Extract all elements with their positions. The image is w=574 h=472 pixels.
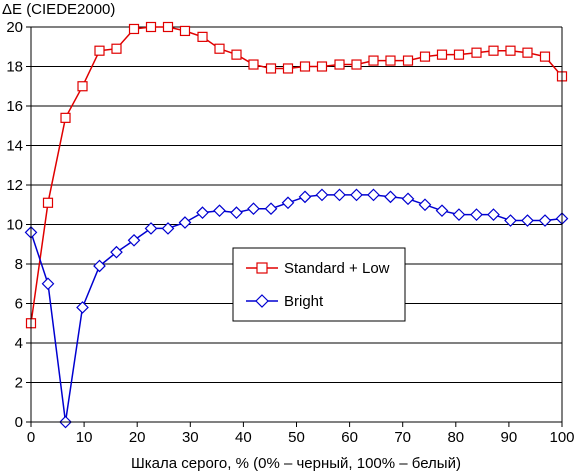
y-tick-label: 14	[6, 138, 23, 155]
y-axis-label: ΔE (CIEDE2000)	[2, 1, 115, 18]
x-axis-label: Шкала серого, % (0% – черный, 100% – бел…	[131, 455, 461, 472]
legend-label-bright: Bright	[284, 293, 324, 310]
y-tick-label: 6	[15, 296, 23, 313]
legend-label-standard-low: Standard + Low	[284, 260, 390, 277]
data-point-square	[522, 47, 533, 58]
data-point-diamond	[110, 245, 123, 259]
data-point-diamond	[127, 233, 141, 247]
x-tick-label: 50	[288, 429, 305, 446]
y-tick-label: 10	[6, 217, 23, 234]
data-point-diamond	[264, 202, 278, 216]
x-tick-label: 30	[182, 429, 199, 446]
data-point-square	[368, 55, 379, 66]
data-point-diamond	[144, 222, 158, 235]
grid-lines	[31, 26, 562, 383]
data-point-diamond	[521, 214, 534, 227]
data-point-diamond	[538, 214, 552, 227]
data-point-square	[145, 21, 157, 33]
data-point-diamond	[281, 196, 295, 210]
y-tick-label: 12	[6, 177, 23, 194]
x-tick-label: 80	[447, 429, 464, 446]
data-point-diamond	[178, 216, 192, 229]
x-tick-label: 40	[235, 429, 252, 446]
x-tick-label: 0	[27, 429, 35, 446]
data-point-diamond	[418, 198, 432, 212]
data-point-diamond	[76, 301, 89, 314]
data-point-square	[505, 45, 516, 56]
data-point-square	[231, 49, 242, 60]
data-point-square	[488, 45, 499, 56]
data-point-square	[471, 47, 482, 58]
data-point-diamond	[504, 214, 517, 227]
data-point-square	[77, 81, 88, 92]
data-point-diamond	[41, 277, 55, 291]
data-point-square	[111, 43, 122, 54]
data-point-diamond	[247, 202, 260, 216]
data-point-diamond	[350, 188, 363, 202]
x-tick-label: 20	[129, 429, 146, 446]
data-point-square	[265, 63, 277, 74]
data-point-square	[128, 23, 140, 35]
data-point-square	[316, 61, 328, 72]
axes	[26, 26, 563, 427]
y-tick-label: 8	[15, 256, 23, 273]
data-point-square	[299, 61, 311, 72]
data-point-diamond	[213, 204, 226, 218]
data-point-square	[436, 49, 448, 60]
legend-marker-bright	[255, 294, 269, 308]
data-point-diamond	[298, 190, 312, 204]
data-point-diamond	[230, 206, 243, 219]
data-point-diamond	[384, 190, 397, 204]
y-tick-label: 2	[15, 375, 23, 392]
data-point-square	[162, 21, 174, 33]
data-point-square	[282, 63, 294, 74]
x-tick-label: 100	[549, 429, 574, 446]
x-tick-label: 90	[501, 429, 518, 446]
data-point-diamond	[315, 188, 329, 202]
data-point-diamond	[487, 208, 500, 221]
data-point-square	[42, 197, 54, 208]
legend-box	[232, 247, 406, 322]
data-point-square	[385, 55, 396, 66]
data-point-diamond	[367, 188, 380, 202]
data-point-square	[402, 55, 414, 66]
y-tick-label: 18	[6, 59, 23, 76]
data-point-square	[179, 25, 191, 37]
legend: Standard + Low Bright	[232, 247, 406, 322]
x-tick-labels: 0 10 20 30 40 50 60 70 80 90 100	[27, 429, 574, 446]
data-point-square	[539, 51, 551, 62]
y-tick-label: 4	[15, 335, 23, 352]
data-point-diamond	[470, 208, 483, 221]
data-point-diamond	[93, 259, 106, 273]
data-point-square	[419, 51, 431, 62]
data-point-diamond	[333, 188, 346, 202]
x-tick-label: 70	[394, 429, 411, 446]
data-point-diamond	[161, 222, 175, 235]
data-point-square	[351, 59, 362, 70]
x-tick-label: 60	[341, 429, 358, 446]
data-point-diamond	[452, 208, 466, 221]
data-point-square	[214, 43, 225, 54]
y-tick-label: 16	[6, 98, 23, 115]
y-tick-label: 20	[6, 19, 23, 36]
y-tick-labels: 0 2 4 6 8 10 12 14 16 18 20	[6, 19, 23, 431]
data-point-square	[334, 59, 345, 70]
x-tick-label: 10	[76, 429, 93, 446]
y-tick-label: 0	[15, 414, 23, 431]
data-point-diamond	[435, 204, 449, 218]
data-point-square	[197, 31, 208, 42]
data-point-square	[60, 112, 71, 123]
data-point-square	[248, 59, 259, 70]
legend-marker-standard-low	[256, 262, 268, 274]
data-point-diamond	[196, 206, 209, 219]
series-bright	[24, 188, 569, 429]
data-point-square	[94, 45, 105, 56]
data-point-diamond	[401, 192, 415, 206]
data-point-square	[453, 49, 465, 60]
